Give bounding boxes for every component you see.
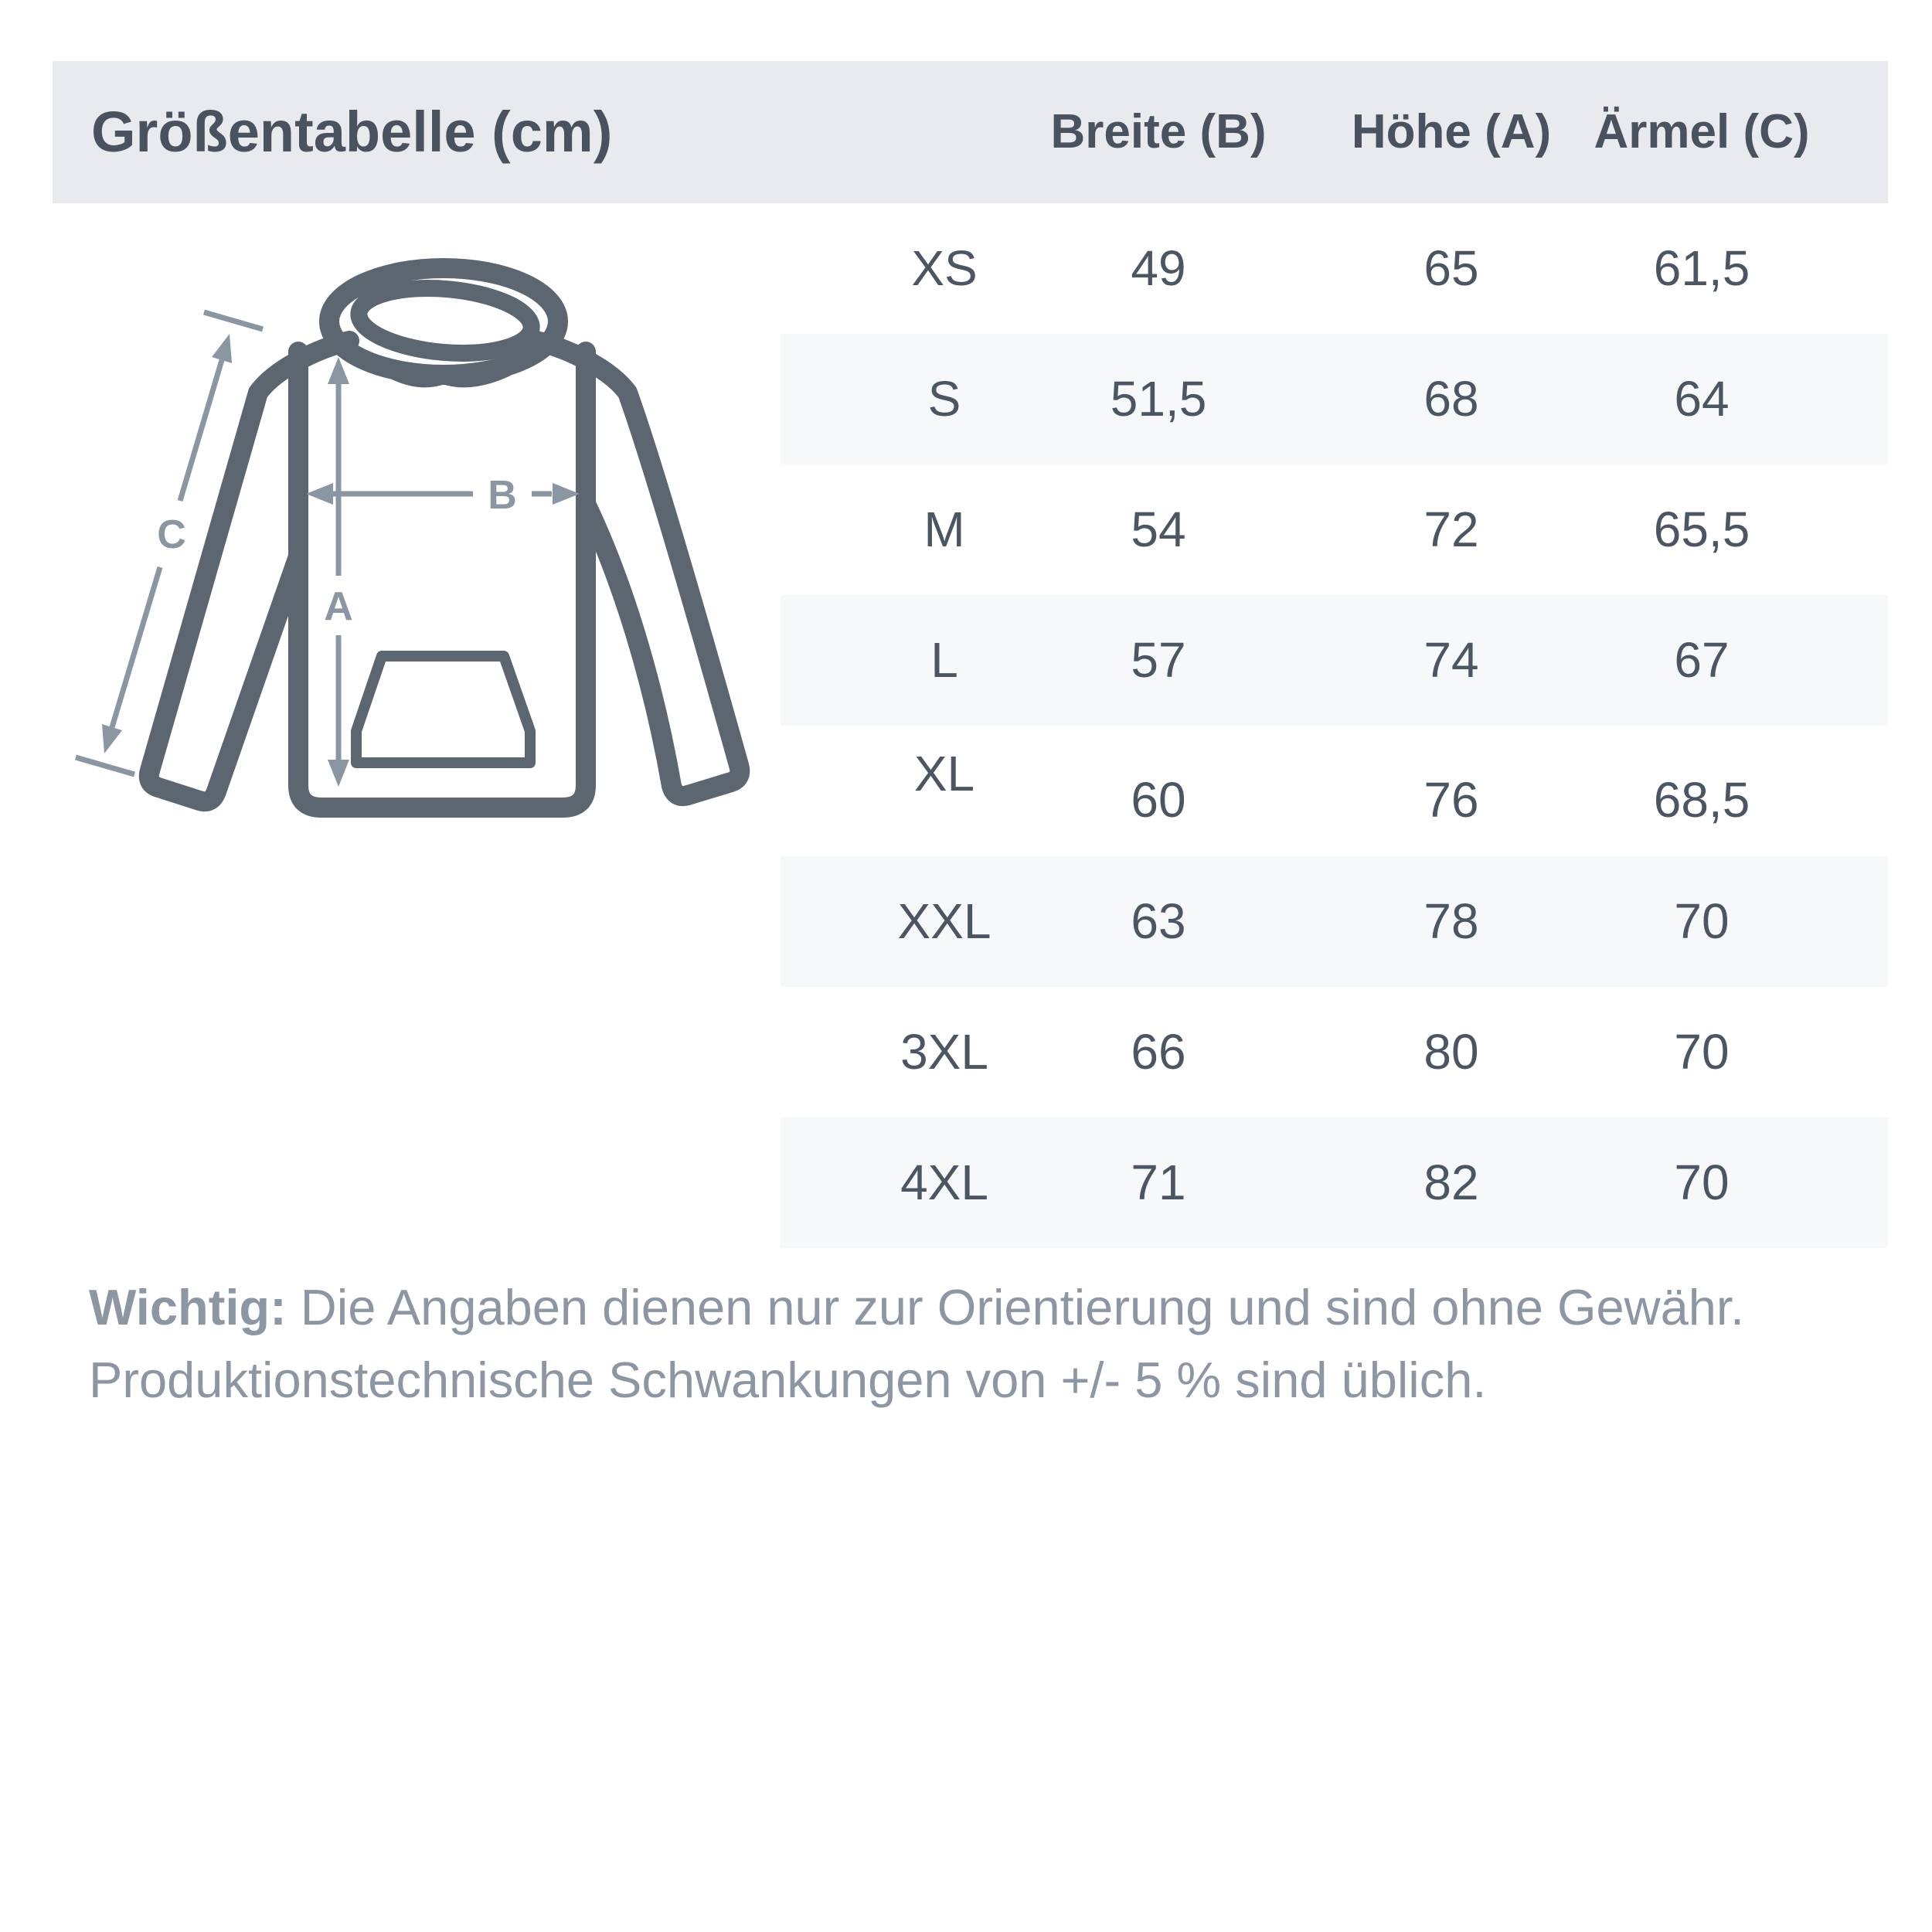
aermel-value: 65,5 (1653, 502, 1750, 557)
column-header-breite: Breite (B) (1050, 105, 1267, 158)
hoehe-value: 68 (1423, 371, 1479, 427)
breite-value: 63 (1131, 893, 1186, 949)
disclaimer-note: Wichtig: Die Angaben dienen nur zur Orie… (89, 1271, 1874, 1417)
disclaimer-label: Wichtig: (89, 1279, 287, 1335)
table-row: 4XL 71 82 70 (781, 1117, 1888, 1248)
disclaimer-text-line2: Produktionstechnische Schwankungen von +… (89, 1352, 1487, 1408)
table-row: XL 60 76 68,5 (781, 726, 1888, 856)
hoodie-measurement-diagram: A B C (75, 258, 750, 818)
size-label: 3XL (900, 1024, 988, 1080)
table-row: 3XL 66 80 70 (781, 987, 1888, 1117)
size-label: S (927, 371, 961, 427)
breite-value: 60 (1131, 772, 1186, 828)
aermel-value: 70 (1674, 1024, 1730, 1080)
aermel-value: 61,5 (1653, 240, 1750, 296)
aermel-value: 64 (1674, 371, 1730, 427)
hoehe-value: 76 (1423, 772, 1479, 828)
arrow-a-icon (328, 357, 349, 787)
aermel-value: 70 (1674, 893, 1730, 949)
disclaimer-text-line1: Die Angaben dienen nur zur Orientierung … (286, 1279, 1745, 1335)
breite-value: 51,5 (1110, 371, 1207, 427)
table-header-bar: Größentabelle (cm) Breite (B) Höhe (A) Ä… (53, 61, 1888, 203)
aermel-value: 67 (1674, 632, 1730, 688)
table-row: XS 49 65 61,5 (781, 203, 1888, 334)
arrow-c-icon (75, 309, 264, 777)
size-label: L (930, 632, 958, 688)
label-a: A (324, 584, 353, 629)
size-label: 4XL (900, 1155, 988, 1210)
measurement-arrows: A B C (75, 309, 580, 787)
table-row: XXL 63 78 70 (781, 856, 1888, 987)
breite-value: 66 (1131, 1024, 1186, 1080)
hoehe-value: 65 (1423, 240, 1479, 296)
size-label: XL (913, 746, 975, 801)
aermel-value: 68,5 (1653, 772, 1750, 828)
breite-value: 49 (1131, 240, 1186, 296)
arrow-b-icon (306, 483, 580, 505)
aermel-value: 70 (1674, 1155, 1730, 1210)
size-label: XXL (897, 893, 992, 949)
table-row: S 51,5 68 64 (781, 334, 1888, 464)
page-title: Größentabelle (cm) (91, 100, 613, 164)
breite-value: 54 (1131, 502, 1186, 557)
label-b: B (488, 473, 517, 518)
breite-value: 71 (1131, 1155, 1186, 1210)
hoodie-outline-icon (138, 258, 750, 818)
table-row: L 57 74 67 (781, 595, 1888, 726)
size-label: M (923, 502, 965, 557)
hoehe-value: 78 (1423, 893, 1479, 949)
hoehe-value: 82 (1423, 1155, 1479, 1210)
size-label: XS (911, 240, 978, 296)
hoehe-value: 72 (1423, 502, 1479, 557)
hoehe-value: 74 (1423, 632, 1479, 688)
hoehe-value: 80 (1423, 1024, 1479, 1080)
column-header-hoehe: Höhe (A) (1351, 105, 1552, 158)
column-header-aermel: Ärmel (C) (1594, 105, 1810, 158)
size-table: XS 49 65 61,5 S 51,5 68 64 M 54 72 65,5 … (781, 203, 1888, 1248)
breite-value: 57 (1131, 632, 1186, 688)
label-c: C (157, 512, 186, 557)
table-row: M 54 72 65,5 (781, 464, 1888, 595)
